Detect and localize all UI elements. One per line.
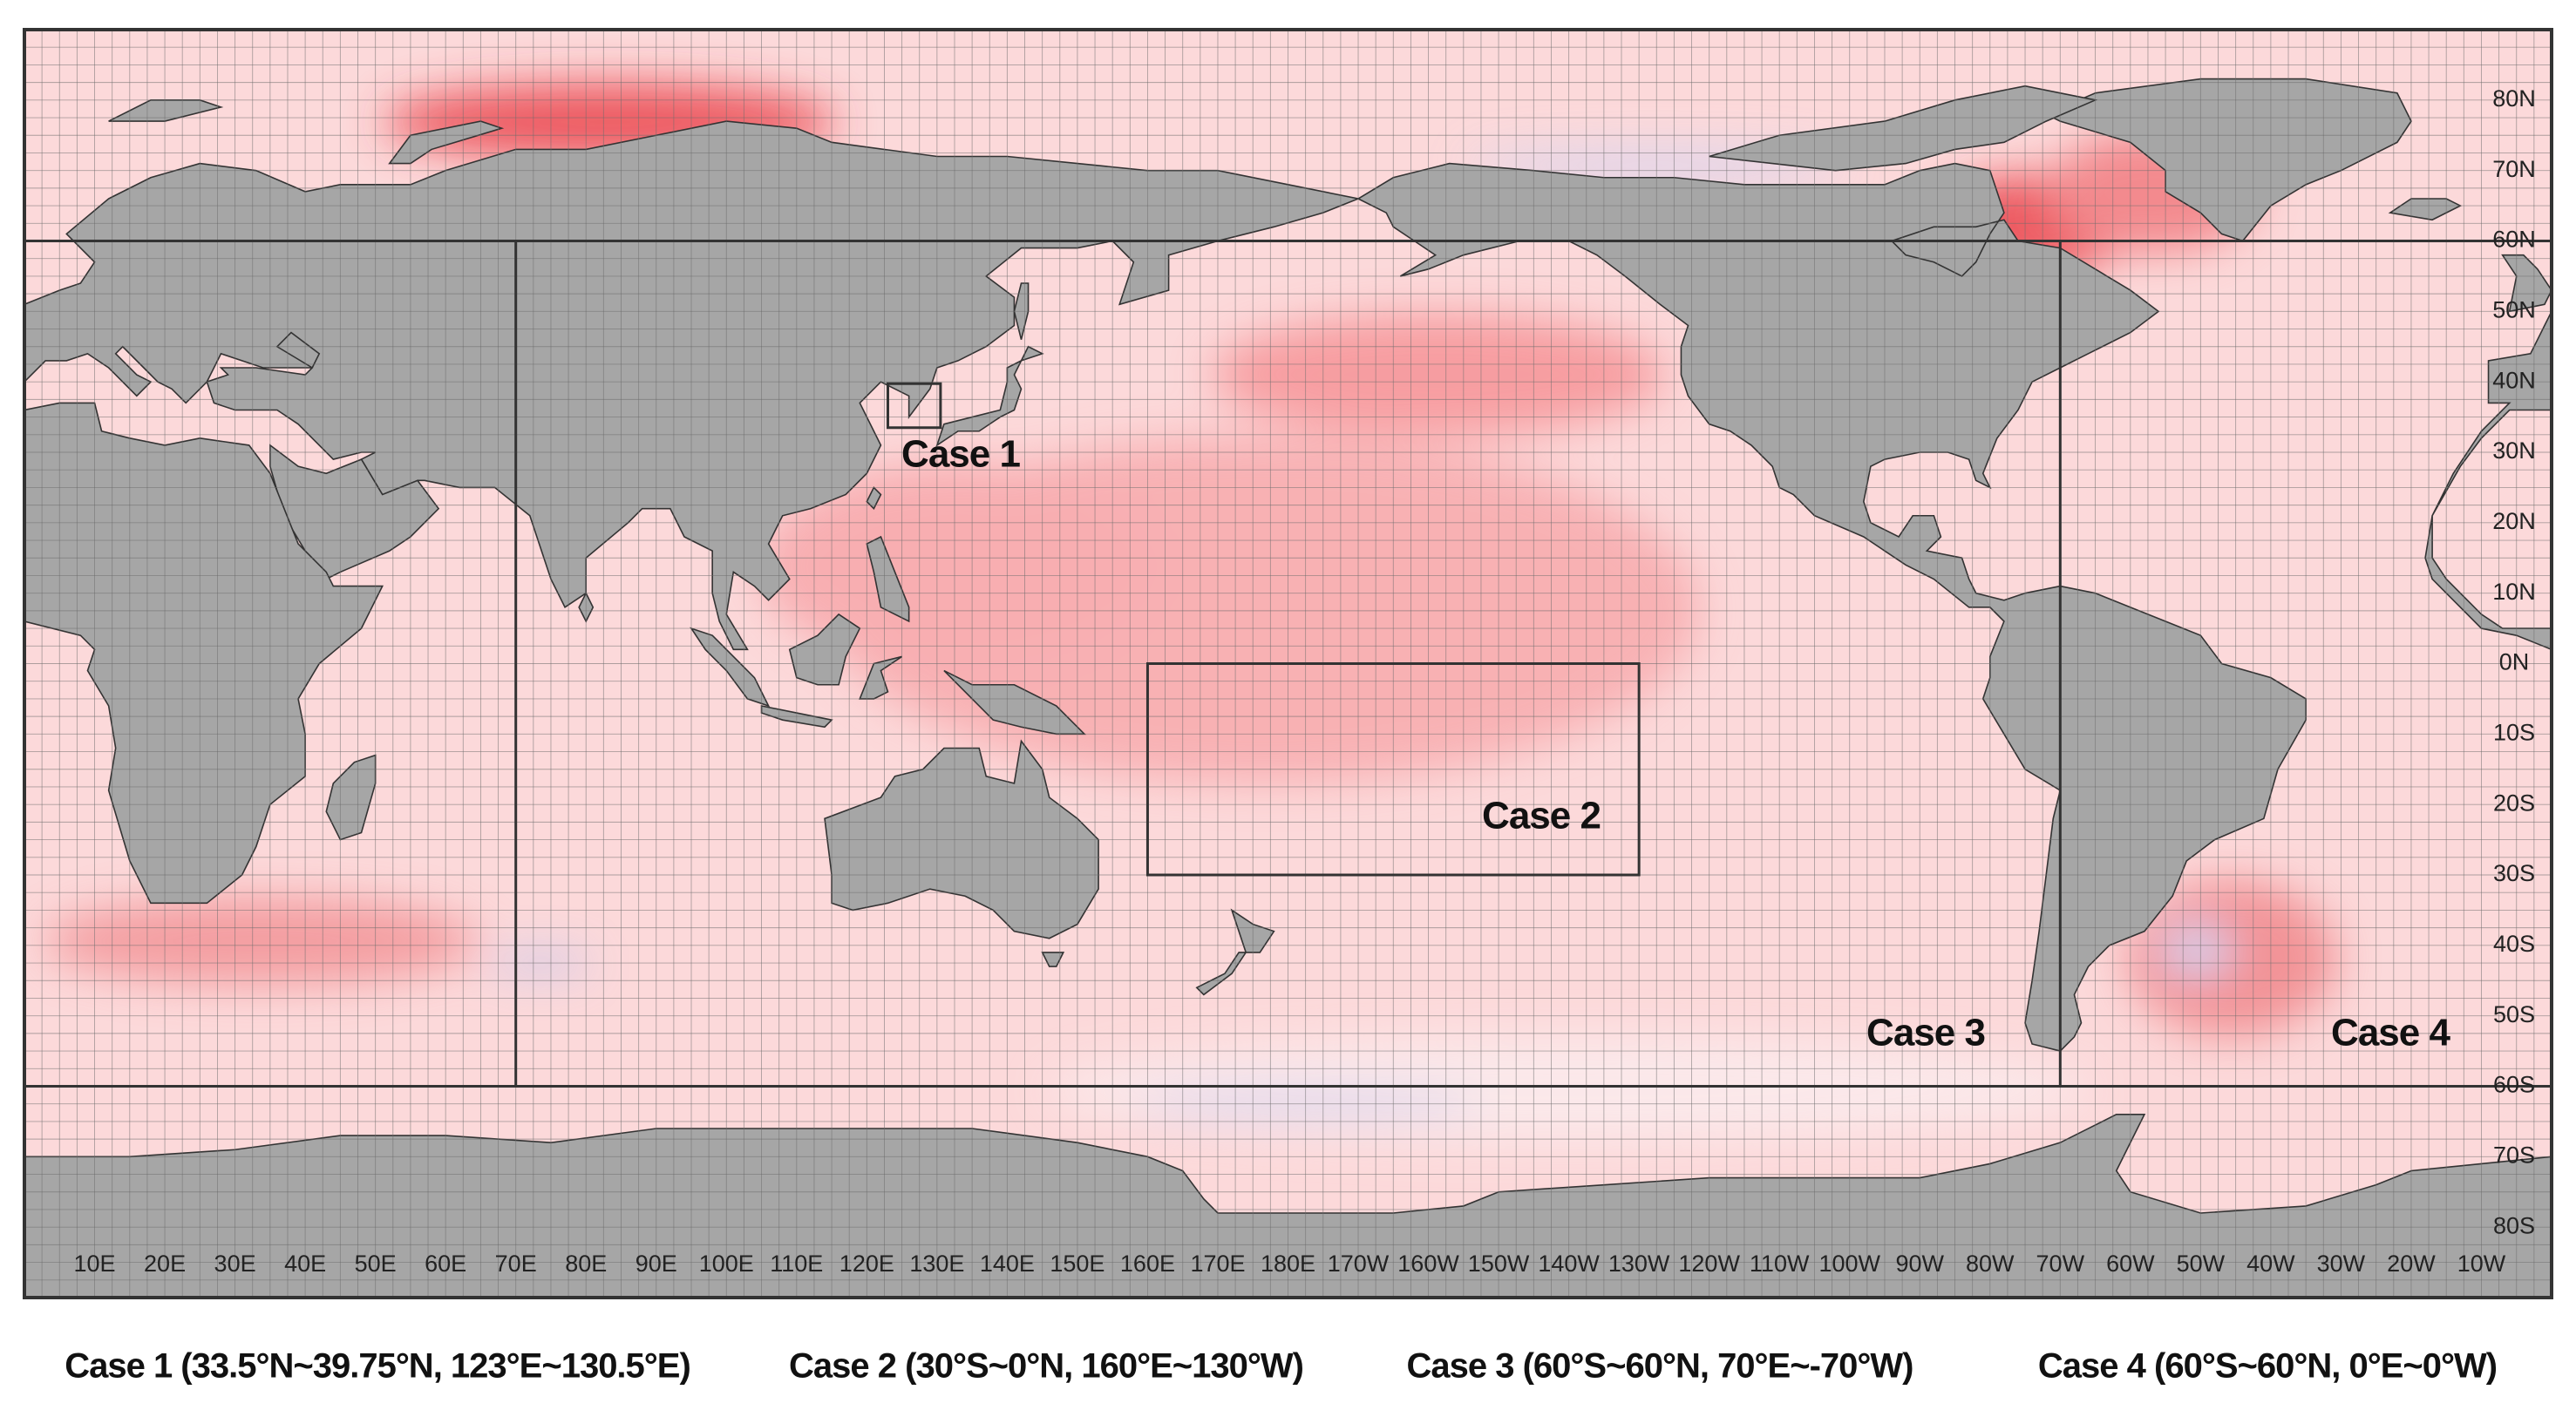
lat-label: 60N: [2492, 227, 2536, 253]
lon-label: 30E: [214, 1251, 256, 1277]
case-label: Case 4: [2331, 1012, 2450, 1054]
new-zealand: [1197, 910, 1274, 994]
lon-label: 140E: [980, 1251, 1035, 1277]
lon-label: 160E: [1120, 1251, 1175, 1277]
lon-label: 80W: [1966, 1251, 2015, 1277]
lon-label: 30W: [2317, 1251, 2366, 1277]
lon-label: 170W: [1328, 1251, 1390, 1277]
lat-label: 20S: [2493, 790, 2535, 816]
lon-label: 90W: [1895, 1251, 1944, 1277]
lon-label: 120W: [1678, 1251, 1740, 1277]
lon-label: 90E: [636, 1251, 677, 1277]
lon-label: 10W: [2457, 1251, 2506, 1277]
lon-label: 70W: [2036, 1251, 2085, 1277]
case-label: Case 1: [901, 433, 1020, 476]
caption: Case 1 (33.5°N~39.75°N, 123°E~130.5°E): [65, 1347, 690, 1386]
caption: Case 2 (30°S~0°N, 160°E~130°W): [789, 1347, 1303, 1386]
lat-label: 50S: [2493, 1001, 2535, 1027]
lon-label: 100W: [1818, 1251, 1880, 1277]
lat-label: 10N: [2492, 579, 2536, 605]
lon-label: 20E: [144, 1251, 186, 1277]
lon-label: 50E: [355, 1251, 397, 1277]
lon-label: 130W: [1608, 1251, 1670, 1277]
lon-label: 100E: [699, 1251, 754, 1277]
lat-label: 40S: [2493, 931, 2535, 957]
iceland: [2390, 199, 2461, 220]
lat-label: 10S: [2493, 719, 2535, 745]
case-boxes: [24, 241, 2552, 1087]
lon-label: 160W: [1397, 1251, 1459, 1277]
lat-label: 70N: [2492, 156, 2536, 182]
case-label: Case 3: [1866, 1012, 1985, 1054]
taiwan: [867, 487, 880, 508]
caption: Case 4 (60°S~60°N, 0°E~0°W): [2038, 1347, 2497, 1386]
lon-label: 180E: [1261, 1251, 1315, 1277]
lon-label: 110W: [1750, 1251, 1810, 1277]
case-1-box: [887, 383, 940, 428]
lat-label: 80S: [2493, 1212, 2535, 1238]
lat-label: 80N: [2492, 85, 2536, 112]
lat-label: 40N: [2492, 367, 2536, 393]
lat-label: 20N: [2492, 508, 2536, 534]
map-area: [24, 30, 2552, 1298]
case-4-box: [24, 241, 2552, 1087]
lon-label: 170E: [1190, 1251, 1245, 1277]
lon-label: 70E: [495, 1251, 537, 1277]
lon-label: 10E: [74, 1251, 116, 1277]
lon-label: 140W: [1538, 1251, 1600, 1277]
lon-label: 110E: [770, 1251, 823, 1277]
lat-label: 60S: [2493, 1072, 2535, 1098]
lon-label: 150W: [1468, 1251, 1530, 1277]
lon-label: 130E: [909, 1251, 964, 1277]
lon-label: 60W: [2106, 1251, 2155, 1277]
lon-label: 150E: [1050, 1251, 1104, 1277]
lon-label: 120E: [839, 1251, 894, 1277]
lon-label: 40E: [284, 1251, 326, 1277]
lat-label: 0N: [2499, 649, 2530, 675]
case-2-box: [1147, 664, 1639, 875]
case-label: Case 2: [1482, 795, 1601, 837]
caption: Case 3 (60°S~60°N, 70°E~-70°W): [1407, 1347, 1913, 1386]
lon-label: 50W: [2177, 1251, 2226, 1277]
lon-label: 40W: [2246, 1251, 2295, 1277]
lon-label: 60E: [425, 1251, 466, 1277]
british-isles: [2503, 255, 2552, 312]
lat-label: 30S: [2493, 860, 2535, 886]
frame: [23, 28, 2553, 1299]
lat-label: 30N: [2492, 437, 2536, 464]
lat-label: 50N: [2492, 296, 2536, 322]
lon-label: 80E: [565, 1251, 607, 1277]
lat-label: 70S: [2493, 1142, 2535, 1168]
lon-label: 20W: [2387, 1251, 2436, 1277]
